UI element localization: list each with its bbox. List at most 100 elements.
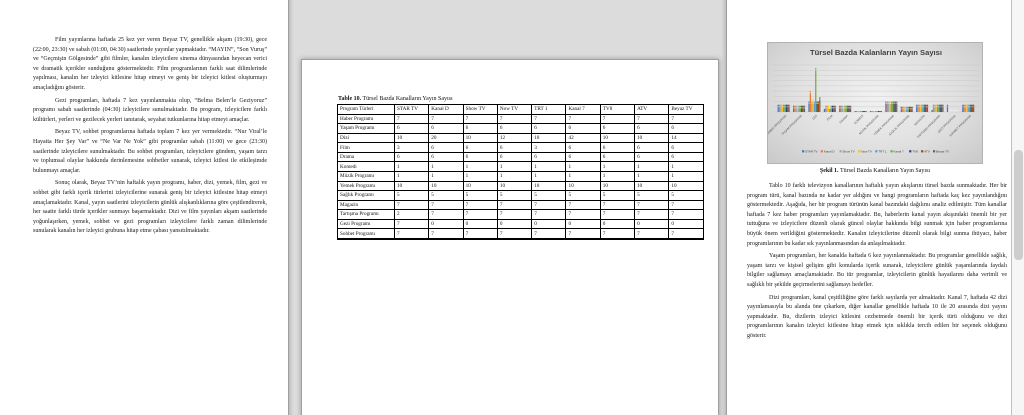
- bar: [962, 104, 964, 112]
- table-row-label: Komedi: [337, 161, 395, 172]
- legend-label: Kanal D: [824, 150, 836, 154]
- table-cell: 7: [599, 113, 636, 125]
- bar: [900, 106, 902, 112]
- x-axis-label: KOMEDİ: [852, 113, 864, 125]
- right-page-text: Tablo 10 farklı televizyon kanallarının …: [727, 182, 1024, 342]
- table-cell: 10: [393, 132, 430, 144]
- bar: [903, 106, 905, 112]
- bar-value-label: 7: [920, 106, 922, 108]
- table-cell: 7: [496, 199, 533, 211]
- table-cell: 10: [462, 132, 498, 144]
- body-paragraph: Dizi programları, kanal çeşitliliğine gö…: [747, 294, 1007, 339]
- bar: [910, 106, 912, 112]
- bar-value-label: 7: [778, 106, 780, 108]
- table-cell: 1: [496, 170, 533, 182]
- bar-value-label: 6: [842, 107, 844, 109]
- table-cell: 7: [531, 199, 567, 211]
- table-cell: 7: [496, 209, 533, 220]
- table-cell: 7: [634, 199, 670, 211]
- table-cell: 7: [599, 209, 636, 220]
- table-cell: 5: [668, 190, 704, 201]
- scrollbar-thumb[interactable]: [1014, 150, 1023, 260]
- bar-value-label: 7: [941, 106, 943, 108]
- bar-value-label: 6: [847, 107, 849, 109]
- table-row: Film 3 6 6 6 3 6 6 6 6: [337, 142, 704, 153]
- bar: [857, 110, 859, 112]
- table-cell: 7: [393, 199, 430, 211]
- bar-value-label: 10: [813, 103, 816, 105]
- bar-value-label: 7: [783, 106, 785, 108]
- bar-value-label: 1: [878, 109, 880, 111]
- bar: [825, 105, 827, 112]
- bar-value-label: 6: [849, 107, 851, 109]
- table-cell: 0: [634, 218, 670, 230]
- bar-value-label: 10: [890, 103, 893, 105]
- bar-value-label: 1: [856, 109, 858, 111]
- body-paragraph: Tablo 10 farklı televizyon kanallarının …: [747, 183, 1007, 247]
- bar-value-label: 5: [906, 108, 908, 110]
- bar-value-label: 6: [850, 107, 852, 109]
- legend-item: TV8: [909, 150, 918, 154]
- table-cell: 6: [668, 151, 704, 163]
- bar-value-label: 6: [841, 107, 843, 109]
- table-cell: 12: [496, 132, 533, 144]
- vertical-scrollbar[interactable]: [1011, 0, 1024, 415]
- bar: [942, 104, 944, 112]
- table-header-cell: Kanal 7: [565, 104, 601, 115]
- body-paragraph: Sonuç olarak, Beyaz TV’nin haftalık yayı…: [33, 180, 267, 235]
- legend-swatch: [875, 150, 878, 153]
- table-cell: 5: [462, 190, 498, 201]
- bar-value-label: 7: [788, 106, 790, 108]
- bar-value-label: 7: [973, 106, 975, 108]
- table-cell: 0: [565, 218, 601, 230]
- table-cell: 7: [393, 228, 430, 240]
- table-row-label: Yaşam Programı: [337, 123, 395, 134]
- bar: [932, 104, 935, 112]
- table-cell: 10: [668, 180, 704, 192]
- bar: [784, 104, 786, 112]
- bar-value-label: 7: [969, 106, 971, 108]
- table-row: Yemek Programı 10 10 10 10 10 10 10 10 10: [337, 180, 704, 192]
- bar-value-label: 0: [948, 110, 950, 112]
- legend-label: Beyaz TV: [936, 150, 949, 154]
- bar-value-label: 5: [901, 108, 903, 110]
- bar: [865, 110, 867, 112]
- table-cell: 42: [565, 132, 601, 144]
- table-cell: 1: [599, 170, 636, 182]
- bar: [904, 106, 906, 112]
- bar-value-label: 10: [894, 103, 897, 105]
- bar-value-label: 0: [951, 110, 953, 112]
- table-cell: 7: [599, 199, 636, 211]
- bar: [839, 105, 841, 112]
- table-cell: 2: [393, 209, 430, 220]
- bar: [911, 106, 913, 112]
- bar: [973, 104, 975, 112]
- bar-chart: Türsel Bazda Kalanların Yayın Sayısı7610…: [765, 48, 979, 154]
- table-cell: 10: [462, 180, 498, 192]
- bar-value-label: 6: [804, 107, 806, 109]
- bar: [892, 101, 894, 112]
- bar: [819, 97, 821, 112]
- bar: [946, 104, 949, 112]
- bar-value-label: 1: [861, 109, 863, 111]
- table-cell: 7: [531, 228, 567, 240]
- bar: [872, 110, 874, 112]
- table-cell: 1: [496, 161, 533, 172]
- bar: [840, 105, 842, 112]
- bar: [921, 104, 923, 112]
- bar: [848, 105, 850, 112]
- table-cell: 5: [634, 190, 670, 201]
- bar: [816, 101, 818, 112]
- body-paragraph: Yaşam programları, her kanalda haftada 6…: [747, 253, 1007, 288]
- bar-value-label: 10: [808, 103, 811, 105]
- table-cell: 7: [565, 113, 601, 125]
- table-row: Sağlık Programı 5 5 5 5 5 5 5 5 5: [337, 190, 704, 201]
- bar: [907, 106, 909, 112]
- bar: [906, 106, 908, 112]
- table-cell: 1: [668, 170, 704, 182]
- bar-value-label: 7: [947, 106, 949, 108]
- table-cell: 0: [462, 218, 498, 230]
- table-header-cell: STAR TV: [393, 104, 430, 115]
- bar: [802, 105, 804, 112]
- bar: [878, 110, 880, 112]
